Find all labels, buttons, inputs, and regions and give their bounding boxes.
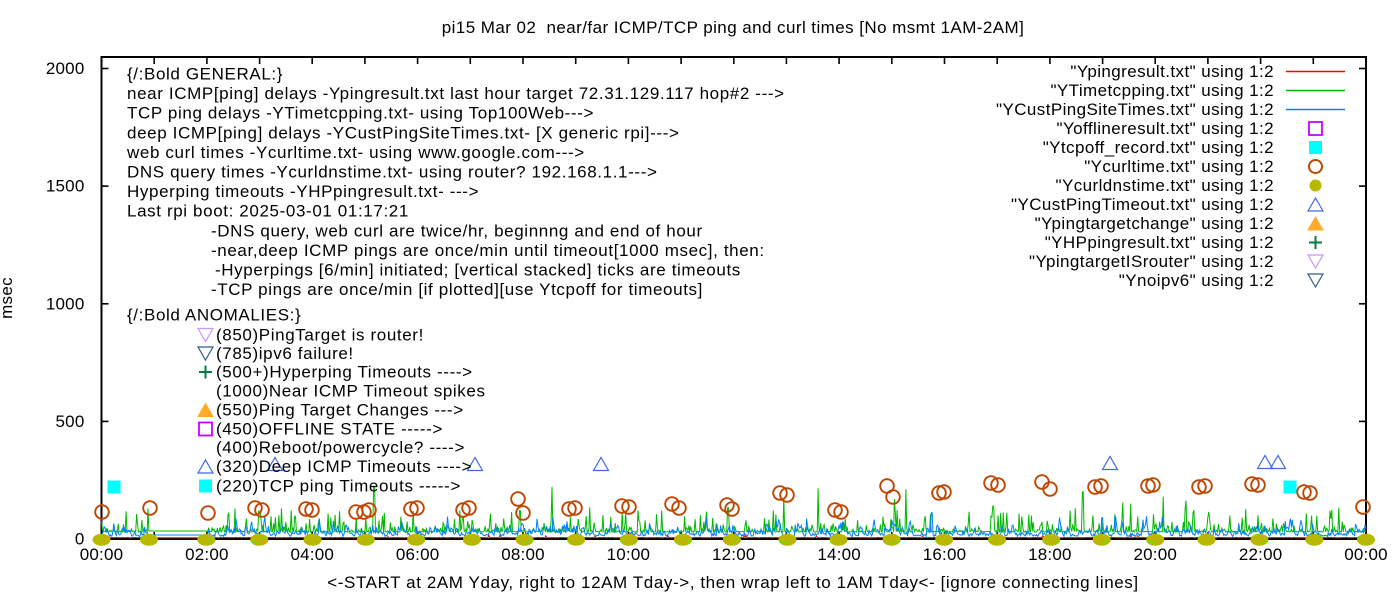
svg-text:00:00: 00:00 (80, 545, 124, 564)
svg-text:04:00: 04:00 (290, 545, 334, 564)
svg-text:"Ytcpoff_record.txt" using 1:2: "Ytcpoff_record.txt" using 1:2 (1043, 138, 1274, 157)
svg-text:(500+)Hyperping Timeouts ---->: (500+)Hyperping Timeouts ----> (216, 363, 473, 382)
svg-text:1500: 1500 (46, 177, 85, 196)
svg-text:18:00: 18:00 (1028, 545, 1072, 564)
svg-text:"YHPpingresult.txt" using 1:2: "YHPpingresult.txt" using 1:2 (1045, 233, 1274, 252)
svg-text:12:00: 12:00 (712, 545, 756, 564)
svg-text:500: 500 (56, 412, 85, 431)
svg-text:"Ypingresult.txt" using 1:2: "Ypingresult.txt" using 1:2 (1070, 62, 1274, 81)
svg-text:06:00: 06:00 (396, 545, 440, 564)
svg-text:near ICMP[ping] delays -Ypingr: near ICMP[ping] delays -Ypingresult.txt … (127, 84, 785, 103)
svg-text:(320)Deep ICMP Timeouts ---->: (320)Deep ICMP Timeouts ----> (216, 457, 472, 476)
svg-text:00:00: 00:00 (1344, 545, 1388, 564)
svg-text:(785)ipv6 failure!: (785)ipv6 failure! (216, 344, 354, 363)
svg-text:-TCP pings are once/min [if pl: -TCP pings are once/min [if plotted][use… (211, 280, 703, 299)
svg-text:(450)OFFLINE STATE ----->: (450)OFFLINE STATE -----> (216, 420, 443, 439)
svg-text:22:00: 22:00 (1239, 545, 1283, 564)
svg-text:<-START at 2AM Yday, right to: <-START at 2AM Yday, right to 12AM Tday-… (327, 573, 1138, 592)
svg-text:"YTimetcpping.txt" using 1:2: "YTimetcpping.txt" using 1:2 (1050, 81, 1274, 100)
svg-text:(220)TCP ping Timeouts ----->: (220)TCP ping Timeouts -----> (216, 477, 461, 496)
svg-text:"Yofflineresult.txt" using 1:2: "Yofflineresult.txt" using 1:2 (1057, 119, 1274, 138)
svg-text:web curl times -Ycurltime.txt-: web curl times -Ycurltime.txt- using www… (126, 143, 585, 162)
svg-text:10:00: 10:00 (607, 545, 651, 564)
svg-text:"YCustPingSiteTimes.txt" using: "YCustPingSiteTimes.txt" using 1:2 (996, 100, 1274, 119)
svg-text:2000: 2000 (46, 59, 85, 78)
svg-text:"YCustPingTimeout.txt" using 1: "YCustPingTimeout.txt" using 1:2 (1011, 195, 1274, 214)
svg-text:Hyperping timeouts -YHPpingres: Hyperping timeouts -YHPpingresult.txt- -… (127, 182, 479, 201)
svg-text:"Ycurldnstime.txt" using 1:2: "Ycurldnstime.txt" using 1:2 (1056, 176, 1274, 195)
svg-text:pi15 Mar 02 near/far ICMP/TCP: pi15 Mar 02 near/far ICMP/TCP ping and c… (442, 18, 1025, 37)
svg-text:-DNS query, web curl are twice: -DNS query, web curl are twice/hr, begin… (211, 221, 703, 240)
svg-text:16:00: 16:00 (923, 545, 967, 564)
svg-text:-Hyperpings [6/min] initiated;: -Hyperpings [6/min] initiated; [vertical… (215, 261, 741, 280)
svg-text:02:00: 02:00 (185, 545, 229, 564)
svg-text:TCP ping delays -YTimetcpping.: TCP ping delays -YTimetcpping.txt- using… (127, 104, 594, 123)
svg-text:DNS query times -Ycurldnstime.: DNS query times -Ycurldnstime.txt- using… (127, 163, 658, 182)
svg-text:08:00: 08:00 (501, 545, 545, 564)
svg-text:14:00: 14:00 (817, 545, 861, 564)
svg-text:"Ypingtargetchange" using 1:2: "Ypingtargetchange" using 1:2 (1035, 214, 1274, 233)
svg-text:"Ycurltime.txt" using 1:2: "Ycurltime.txt" using 1:2 (1084, 157, 1274, 176)
svg-text:msec: msec (0, 277, 16, 319)
svg-text:(400)Reboot/powercycle? ---->: (400)Reboot/powercycle? ----> (216, 438, 465, 457)
svg-text:0: 0 (75, 530, 85, 549)
svg-text:1000: 1000 (46, 294, 85, 313)
svg-text:(850)PingTarget is router!: (850)PingTarget is router! (216, 326, 424, 345)
svg-text:{/:Bold GENERAL:}: {/:Bold GENERAL:} (127, 65, 283, 84)
svg-text:{/:Bold ANOMALIES:}: {/:Bold ANOMALIES:} (127, 306, 301, 325)
svg-text:Last rpi boot: 2025-03-01 01:1: Last rpi boot: 2025-03-01 01:17:21 (127, 202, 409, 221)
svg-text:-near,deep ICMP pings are once: -near,deep ICMP pings are once/min until… (211, 241, 765, 260)
svg-text:deep ICMP[ping] delays -YCustP: deep ICMP[ping] delays -YCustPingSiteTim… (127, 123, 680, 142)
svg-text:(550)Ping Target Changes --->: (550)Ping Target Changes ---> (216, 401, 464, 420)
svg-text:"Ynoipv6" using 1:2: "Ynoipv6" using 1:2 (1119, 271, 1274, 290)
svg-text:20:00: 20:00 (1133, 545, 1177, 564)
svg-text:"YpingtargetISrouter" using 1:: "YpingtargetISrouter" using 1:2 (1029, 252, 1274, 271)
svg-text:(1000)Near ICMP Timeout spikes: (1000)Near ICMP Timeout spikes (216, 382, 486, 401)
